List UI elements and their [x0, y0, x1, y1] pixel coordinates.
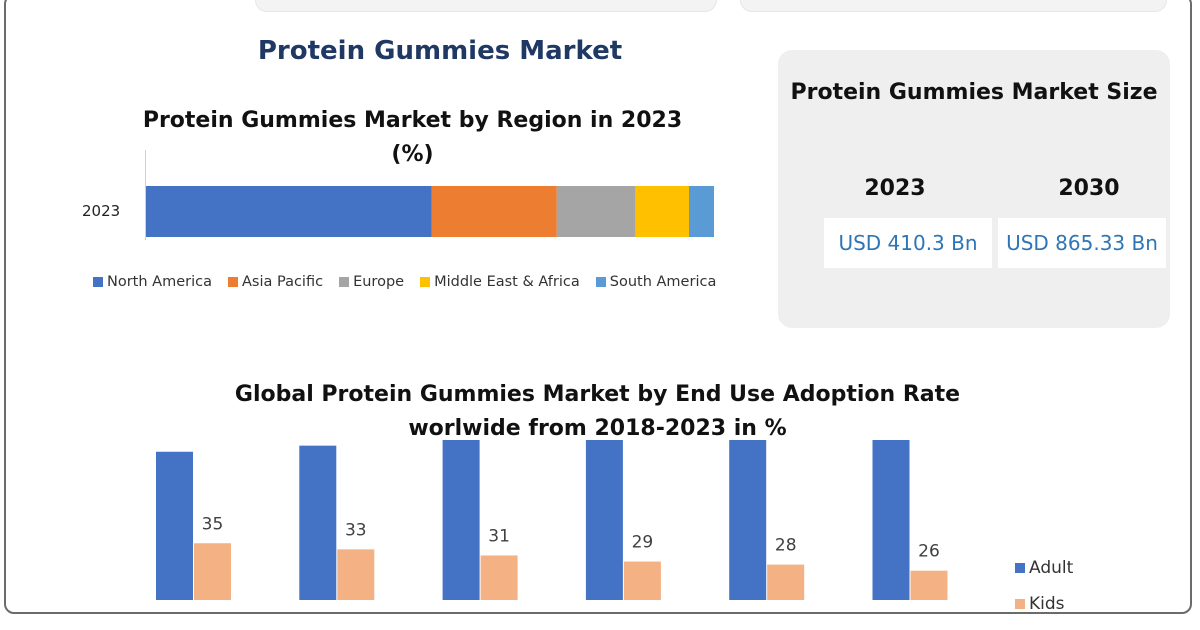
adoption-data-label-adult-2018: 65 — [164, 440, 186, 443]
legend-swatch — [227, 277, 238, 287]
legend-label: Asia Pacific — [241, 274, 324, 290]
legend-swatch — [420, 277, 431, 287]
legend-item-north-america: North America — [93, 274, 212, 290]
legend-item-south-america: South America — [595, 274, 717, 290]
legend-item-middle-east-africa: Middle East & Africa — [420, 274, 580, 290]
adoption-bar-chart: 653567336931712972287426 — [156, 440, 948, 600]
adoption-bar-kids-2020 — [480, 555, 518, 600]
region-stacked-bar-chart — [146, 186, 714, 237]
region-bar-segment-middle-east-africa — [635, 186, 689, 237]
adoption-bar-kids-2023 — [910, 570, 948, 600]
legend-swatch — [1015, 599, 1025, 609]
adoption-bar-adult-2021 — [585, 440, 623, 600]
adoption-chart-title: Global Protein Gummies Market by End Use… — [234, 382, 961, 441]
legend-item-asia-pacific: Asia Pacific — [227, 274, 324, 290]
legend-swatch — [339, 277, 350, 287]
legend-label: South America — [609, 274, 717, 290]
adoption-bar-kids-2018 — [194, 543, 231, 600]
adoption-legend: Adult Kids — [1015, 558, 1073, 630]
legend-swatch — [1015, 563, 1025, 573]
adoption-data-label-kids-2021: 29 — [632, 533, 654, 553]
legend-label: Middle East & Africa — [434, 274, 580, 290]
adoption-data-label-kids-2022: 28 — [775, 536, 797, 556]
region-legend: North America Asia Pacific Europe Middle… — [93, 274, 716, 290]
region-bar-segment-asia-pacific — [431, 186, 557, 237]
region-year-label: 2023 — [82, 202, 121, 220]
adoption-bar-adult-2019 — [299, 445, 337, 600]
region-chart-title: Protein Gummies Market by Region in 2023… — [142, 108, 683, 167]
market-size-card: Protein Gummies Market Size 2023 2030 US… — [778, 50, 1170, 328]
adoption-bar-adult-2023 — [872, 440, 910, 600]
region-chart-axis — [145, 150, 146, 240]
region-bar-segment-south-america — [688, 186, 714, 237]
legend-label: Kids — [1029, 594, 1065, 614]
legend-swatch — [595, 277, 606, 287]
adoption-data-label-kids-2019: 33 — [345, 520, 367, 540]
legend-item-europe: Europe — [339, 274, 404, 290]
market-size-year-2030: 2030 — [1058, 176, 1120, 201]
legend-label: North America — [107, 274, 212, 290]
legend-swatch — [93, 277, 103, 287]
adoption-data-label-kids-2018: 35 — [202, 514, 224, 534]
legend-item-adult: Adult — [1015, 558, 1073, 578]
region-bar-segment-north-america — [146, 186, 432, 237]
adoption-bar-kids-2022 — [767, 564, 805, 600]
page-title: Protein Gummies Market — [257, 36, 623, 66]
legend-item-kids: Kids — [1015, 594, 1073, 614]
adoption-bar-adult-2022 — [729, 440, 767, 600]
adoption-bar-kids-2021 — [623, 561, 661, 600]
market-size-year-2023: 2023 — [864, 176, 926, 201]
adoption-data-label-kids-2020: 31 — [488, 526, 510, 546]
adoption-bar-kids-2019 — [337, 549, 375, 600]
legend-label: Europe — [353, 274, 405, 290]
market-size-value-2023: USD 410.3 Bn — [824, 218, 992, 268]
adoption-data-label-kids-2023: 26 — [918, 542, 940, 562]
top-card-right — [740, 0, 1167, 12]
legend-label: Adult — [1029, 558, 1074, 578]
market-size-title: Protein Gummies Market Size — [790, 80, 1158, 105]
region-bar-segment-europe — [556, 186, 636, 237]
adoption-bar-adult-2020 — [442, 440, 480, 600]
adoption-bar-adult-2018 — [156, 451, 193, 600]
market-size-value-2030: USD 865.33 Bn — [998, 218, 1166, 268]
